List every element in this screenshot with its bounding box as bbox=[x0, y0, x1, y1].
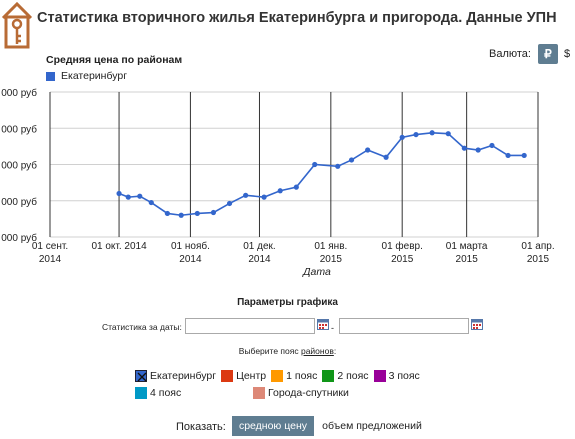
x-tick-year-label: 2015 bbox=[527, 254, 550, 265]
zone-label: Екатеринбург bbox=[150, 370, 217, 382]
chart-title: Средняя цена по районам bbox=[46, 54, 183, 66]
date-from-input[interactable] bbox=[185, 318, 315, 334]
zone-checkbox[interactable] bbox=[322, 370, 335, 382]
zone-label: Города-спутники bbox=[268, 387, 349, 399]
data-point[interactable] bbox=[429, 130, 435, 136]
zone-checkbox-satellites[interactable]: Города-спутники bbox=[253, 387, 349, 399]
x-tick-year-label: 2014 bbox=[39, 254, 62, 265]
data-point[interactable] bbox=[335, 163, 341, 169]
zone-label: 1 пояс bbox=[286, 370, 318, 382]
zone-checkbox-list: Екатеринбург Центр 1 пояс 2 пояс 3 пояс 4 поя… bbox=[135, 368, 475, 402]
currency-label: Валюта: bbox=[489, 48, 531, 60]
series-line bbox=[118, 131, 525, 217]
x-tick-year-label: 2015 bbox=[391, 254, 414, 265]
legend-label: Екатеринбург bbox=[61, 70, 128, 82]
x-tick-label: 01 марта bbox=[446, 241, 488, 252]
x-tick-year-label: 2014 bbox=[248, 254, 271, 265]
house-key-logo-icon bbox=[1, 1, 33, 49]
y-tick-label: 70 000 руб bbox=[0, 87, 37, 99]
data-point[interactable] bbox=[210, 209, 217, 216]
zone-option[interactable]: 4 пояс bbox=[135, 385, 181, 401]
x-tick-label: 01 нояб. bbox=[171, 240, 210, 252]
zones-link[interactable]: районов bbox=[300, 346, 334, 356]
x-tick-label: 01 окт. 2014 bbox=[91, 241, 147, 252]
zone-checkbox[interactable] bbox=[373, 370, 386, 382]
data-point[interactable] bbox=[413, 131, 419, 138]
data-point[interactable] bbox=[261, 194, 267, 200]
zone-checkbox[interactable] bbox=[135, 370, 147, 382]
x-tick-label: 01 февр. bbox=[382, 240, 423, 252]
x-tick-year-label: 2014 bbox=[179, 254, 202, 265]
page-title: Статистика вторичного жилья Екатеринбург… bbox=[37, 10, 557, 26]
check-x-icon bbox=[137, 372, 147, 382]
zone-checkbox[interactable] bbox=[271, 370, 284, 382]
zone-prompt: Выберите пояс районов: bbox=[0, 346, 575, 356]
data-point[interactable] bbox=[312, 161, 318, 168]
zone-label: 4 пояс bbox=[150, 387, 182, 399]
zone-prompt-text: Выберите пояс bbox=[238, 346, 301, 356]
x-tick-year-label: 2015 bbox=[456, 254, 479, 265]
data-point[interactable] bbox=[445, 131, 451, 137]
data-point[interactable] bbox=[475, 147, 481, 153]
x-tick-label: 01 янв. bbox=[314, 241, 347, 252]
data-point[interactable] bbox=[399, 134, 405, 140]
zone-option[interactable]: Екатеринбург bbox=[135, 368, 216, 384]
calendar-from-icon[interactable] bbox=[317, 318, 329, 330]
data-point[interactable] bbox=[293, 184, 299, 190]
dates-label: Статистика за даты: bbox=[102, 322, 182, 332]
zone-label: Центр bbox=[236, 370, 267, 382]
x-tick-label: 01 апр. bbox=[521, 241, 554, 252]
show-label: Показать: bbox=[176, 421, 226, 433]
data-point[interactable] bbox=[125, 194, 131, 200]
data-point[interactable] bbox=[178, 212, 184, 218]
x-tick-label: 01 дек. bbox=[243, 241, 275, 252]
zone-option[interactable]: 1 пояс bbox=[271, 368, 317, 384]
zone-option[interactable]: 3 пояс bbox=[373, 368, 420, 384]
date-to-input[interactable] bbox=[339, 318, 469, 334]
show-mean-price-button[interactable]: средною цену bbox=[232, 416, 314, 436]
data-point[interactable] bbox=[243, 192, 249, 198]
legend-swatch bbox=[46, 71, 55, 81]
data-point[interactable] bbox=[348, 157, 355, 163]
data-point[interactable] bbox=[521, 152, 527, 159]
zone-label: 3 пояс bbox=[388, 370, 420, 382]
y-tick-label: 62 000 руб bbox=[0, 160, 37, 172]
date-range-dash: - bbox=[331, 323, 334, 333]
params-title: Параметры графика bbox=[237, 297, 338, 308]
data-point[interactable] bbox=[116, 190, 122, 197]
y-tick-label: 54 000 руб bbox=[0, 232, 37, 244]
zone-checkbox[interactable] bbox=[221, 370, 234, 382]
show-volume-button[interactable]: объем предложений bbox=[318, 416, 426, 436]
zone-option[interactable]: Центр bbox=[221, 368, 266, 384]
zone-checkbox[interactable] bbox=[135, 387, 147, 399]
data-point[interactable] bbox=[277, 188, 283, 194]
calendar-to-icon[interactable] bbox=[471, 318, 483, 330]
y-tick-label: 66 000 руб bbox=[0, 123, 37, 135]
data-point[interactable] bbox=[489, 142, 495, 149]
zone-option[interactable]: 2 пояс bbox=[322, 368, 369, 384]
data-point[interactable] bbox=[383, 154, 389, 160]
x-tick-year-label: 2015 bbox=[320, 254, 343, 265]
data-point[interactable] bbox=[148, 199, 154, 206]
data-point[interactable] bbox=[137, 193, 143, 199]
currency-rub-button[interactable]: ₽ bbox=[538, 44, 558, 64]
data-point[interactable] bbox=[505, 152, 511, 159]
zone-label: 2 пояс bbox=[337, 370, 369, 382]
currency-usd-button[interactable]: $ bbox=[564, 48, 571, 60]
line-chart[interactable]: 54 000 руб 58 000 руб 62 000 руб 66 000 руб… bbox=[0, 0, 575, 290]
x-tick-label: 01 сент. bbox=[32, 241, 68, 252]
y-tick-label: 58 000 руб bbox=[0, 196, 37, 208]
data-point[interactable] bbox=[365, 147, 371, 153]
chart-legend[interactable]: Екатеринбург bbox=[46, 70, 127, 82]
zone-checkbox[interactable] bbox=[253, 387, 265, 399]
zone-prompt-colon: : bbox=[333, 346, 337, 356]
data-point[interactable] bbox=[461, 145, 467, 151]
data-point[interactable] bbox=[164, 210, 170, 217]
x-axis-title: Дата bbox=[302, 266, 331, 278]
data-point[interactable] bbox=[194, 210, 200, 217]
data-point[interactable] bbox=[226, 200, 233, 207]
